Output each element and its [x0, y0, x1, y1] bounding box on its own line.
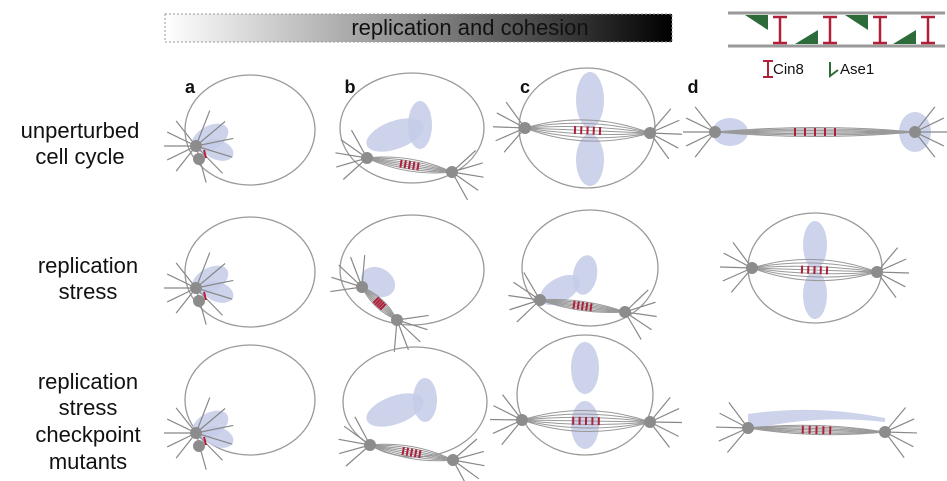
column-letter: a — [185, 77, 196, 97]
legend-diagram — [728, 13, 945, 77]
motor-protein — [419, 450, 420, 458]
row-label: stress — [59, 395, 118, 420]
spindle-pole — [746, 262, 758, 274]
chromatin — [803, 221, 827, 269]
chromatin — [571, 342, 599, 394]
spindle-pole — [391, 314, 403, 326]
motor-protein — [586, 303, 587, 311]
motor-protein — [411, 449, 412, 457]
spindle-pole — [644, 127, 656, 139]
spindle-pole — [909, 126, 921, 138]
spindle-pole — [709, 126, 721, 138]
row-label: stress — [59, 279, 118, 304]
spindle-pole — [619, 306, 631, 318]
motor-protein — [578, 301, 579, 309]
spindle-pole — [193, 440, 205, 452]
spindle-pole — [516, 414, 528, 426]
motor-protein — [407, 448, 408, 456]
row-label: unperturbed — [21, 118, 140, 143]
spindle-pole — [742, 422, 754, 434]
motor-protein — [405, 160, 406, 168]
row-label: mutants — [49, 449, 127, 474]
spindle-pole — [193, 153, 205, 165]
spindle-pole — [879, 426, 891, 438]
motor-protein — [409, 161, 410, 169]
motor-protein — [417, 162, 418, 170]
chromatin — [803, 271, 827, 319]
spindle-pole — [871, 266, 883, 278]
motor-protein — [582, 302, 583, 310]
chromatin — [576, 134, 604, 186]
cell-outline — [340, 215, 484, 325]
spindle-pole — [356, 281, 368, 293]
motor-protein — [402, 447, 403, 455]
column-letter: b — [345, 77, 356, 97]
chromatin — [413, 378, 437, 422]
spindle-pole — [361, 152, 373, 164]
spindle-pole — [193, 295, 205, 307]
chromatin — [408, 101, 432, 149]
spindle-pole — [644, 416, 656, 428]
legend-label: Cin8 — [773, 61, 804, 78]
column-letter: d — [688, 77, 699, 97]
spindle-pole — [364, 439, 376, 451]
spindle-pole — [190, 282, 202, 294]
motor-protein — [573, 301, 574, 309]
row-label: replication — [38, 369, 138, 394]
spindle-pole — [190, 140, 202, 152]
motor-protein — [400, 160, 401, 168]
spindle-pole — [190, 427, 202, 439]
row-label: checkpoint — [35, 422, 140, 447]
spindle-pole — [534, 294, 546, 306]
column-letter: c — [520, 77, 530, 97]
row-label: cell cycle — [35, 144, 124, 169]
row-label: replication — [38, 253, 138, 278]
legend-label: Ase1 — [840, 61, 874, 78]
title: replication and cohesion — [351, 15, 588, 40]
figure: replication and cohesion Cin8 Ase1 a b c… — [0, 0, 947, 481]
motor-protein — [415, 449, 416, 457]
motor-protein — [590, 303, 591, 311]
spindle-pole — [519, 122, 531, 134]
cells — [164, 68, 947, 481]
motor-protein — [413, 162, 414, 170]
spindle-pole — [447, 454, 459, 466]
spindle-pole — [446, 166, 458, 178]
